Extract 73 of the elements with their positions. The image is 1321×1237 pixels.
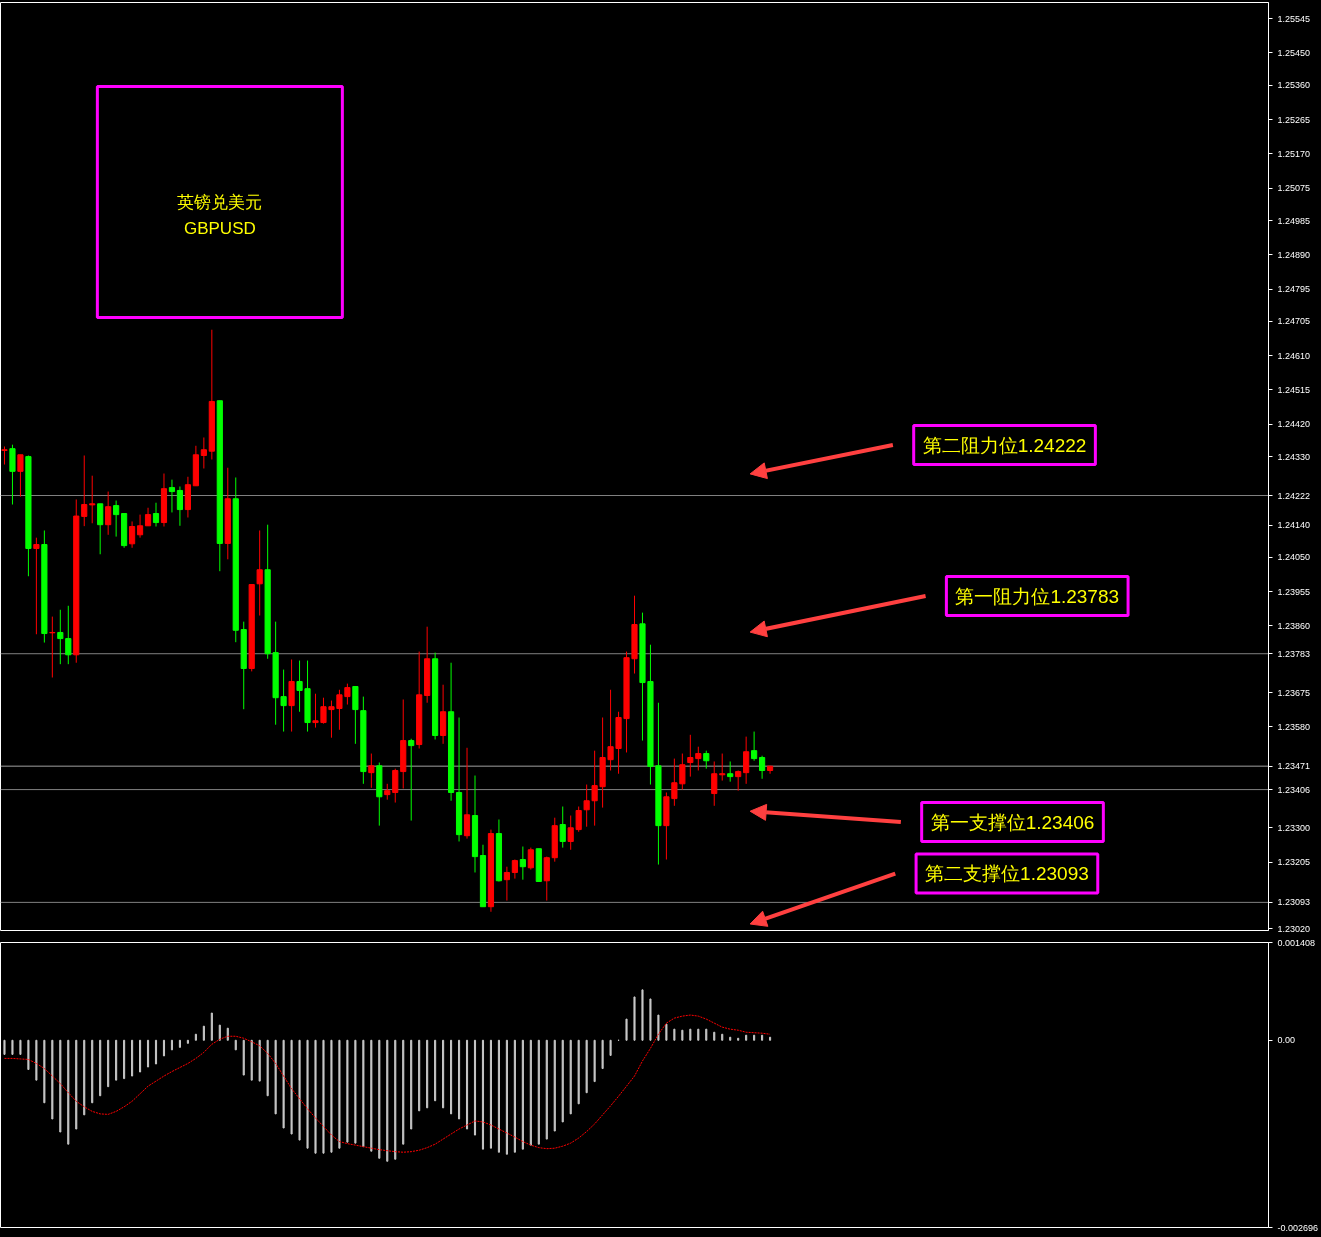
y-tick-label: 1.24330 (1277, 451, 1311, 462)
y-tick-label: 1.23675 (1277, 687, 1311, 698)
ref-line-label: 第一支撑位1.23406 (930, 811, 1095, 833)
y-tick-label: 0.001408 (1277, 937, 1316, 948)
candlestick (408, 738, 415, 822)
y-tick-label: 1.25450 (1277, 47, 1311, 58)
candlestick (256, 529, 263, 617)
candlestick (440, 684, 447, 745)
candlestick (49, 616, 56, 679)
y-tick-label: 1.23205 (1277, 857, 1311, 868)
y-tick-label: 1.24050 (1277, 552, 1311, 563)
y-tick-label: 1.25075 (1277, 183, 1311, 194)
y-tick-label: 1.24515 (1277, 384, 1311, 395)
candlestick (9, 444, 16, 506)
y-tick-label: 1.23860 (1277, 620, 1311, 631)
line-series (3, 1014, 771, 1153)
candlestick (136, 514, 144, 539)
candlestick (503, 866, 510, 902)
y-tick-label: 1.25545 (1277, 13, 1311, 24)
candlestick (735, 769, 742, 792)
candlestick (200, 436, 207, 469)
y-tick-label: 1.24420 (1277, 419, 1311, 430)
candlestick (33, 537, 40, 635)
y-tick-label: 1.25265 (1277, 114, 1311, 125)
candlestick (1, 446, 8, 466)
y-tick-label: 1.23093 (1277, 897, 1311, 908)
text: GBPUSD (183, 218, 256, 238)
candlestick (751, 731, 758, 762)
y-tick-label: 1.23471 (1277, 761, 1311, 772)
candlestick (352, 686, 359, 745)
candlestick (17, 454, 24, 498)
candlestick (368, 753, 375, 789)
ref-line-label: 第二阻力位1.24222 (922, 434, 1087, 456)
y-tick-label: 1.23580 (1277, 721, 1311, 732)
y-tick-label: 1.23955 (1277, 586, 1311, 597)
y-tick-label: 1.23406 (1277, 784, 1311, 795)
y-tick-label: 1.23020 (1277, 923, 1311, 934)
candlestick (97, 503, 104, 555)
candlestick (128, 520, 136, 549)
candlestick (559, 806, 566, 849)
y-tick-label: 1.24222 (1277, 490, 1311, 501)
candlestick (152, 502, 160, 527)
y-tick-label: 1.24795 (1277, 284, 1311, 295)
y-tick-label: 1.24705 (1277, 316, 1311, 327)
candlestick (703, 750, 710, 770)
y-tick-label: 0.00 (1277, 1035, 1296, 1046)
candlestick (543, 856, 550, 902)
candlestick (89, 475, 96, 524)
candlestick (519, 846, 526, 881)
y-tick-label: 1.23300 (1277, 822, 1311, 833)
candlestick (176, 486, 184, 527)
y-tick-label: 1.24985 (1277, 215, 1311, 226)
y-tick-label: 1.24610 (1277, 350, 1311, 361)
y-tick-label: 1.25170 (1277, 148, 1311, 159)
y-tick-label: 1.25360 (1277, 80, 1311, 91)
candlestick (463, 747, 471, 840)
ref-line-label: 第一阻力位1.23783 (955, 585, 1120, 607)
y-tick-label: 1.24140 (1277, 520, 1311, 531)
y-tick-label: 1.23783 (1277, 648, 1311, 659)
candlestick (527, 847, 534, 871)
candlestick (105, 491, 112, 536)
y-tick-label: -0.002696 (1277, 1222, 1319, 1233)
y-tick-label: 1.24890 (1277, 249, 1311, 260)
text: 英镑兑美元 (177, 192, 263, 212)
candlestick (727, 760, 734, 783)
candlestick (719, 753, 726, 782)
candlestick (759, 755, 766, 780)
candlestick (113, 500, 120, 538)
ref-line-label: 第二支撑位1.23093 (925, 863, 1089, 885)
candlestick (711, 760, 718, 807)
candlestick (743, 736, 750, 785)
candlestick (168, 479, 176, 513)
candlestick (144, 507, 152, 527)
